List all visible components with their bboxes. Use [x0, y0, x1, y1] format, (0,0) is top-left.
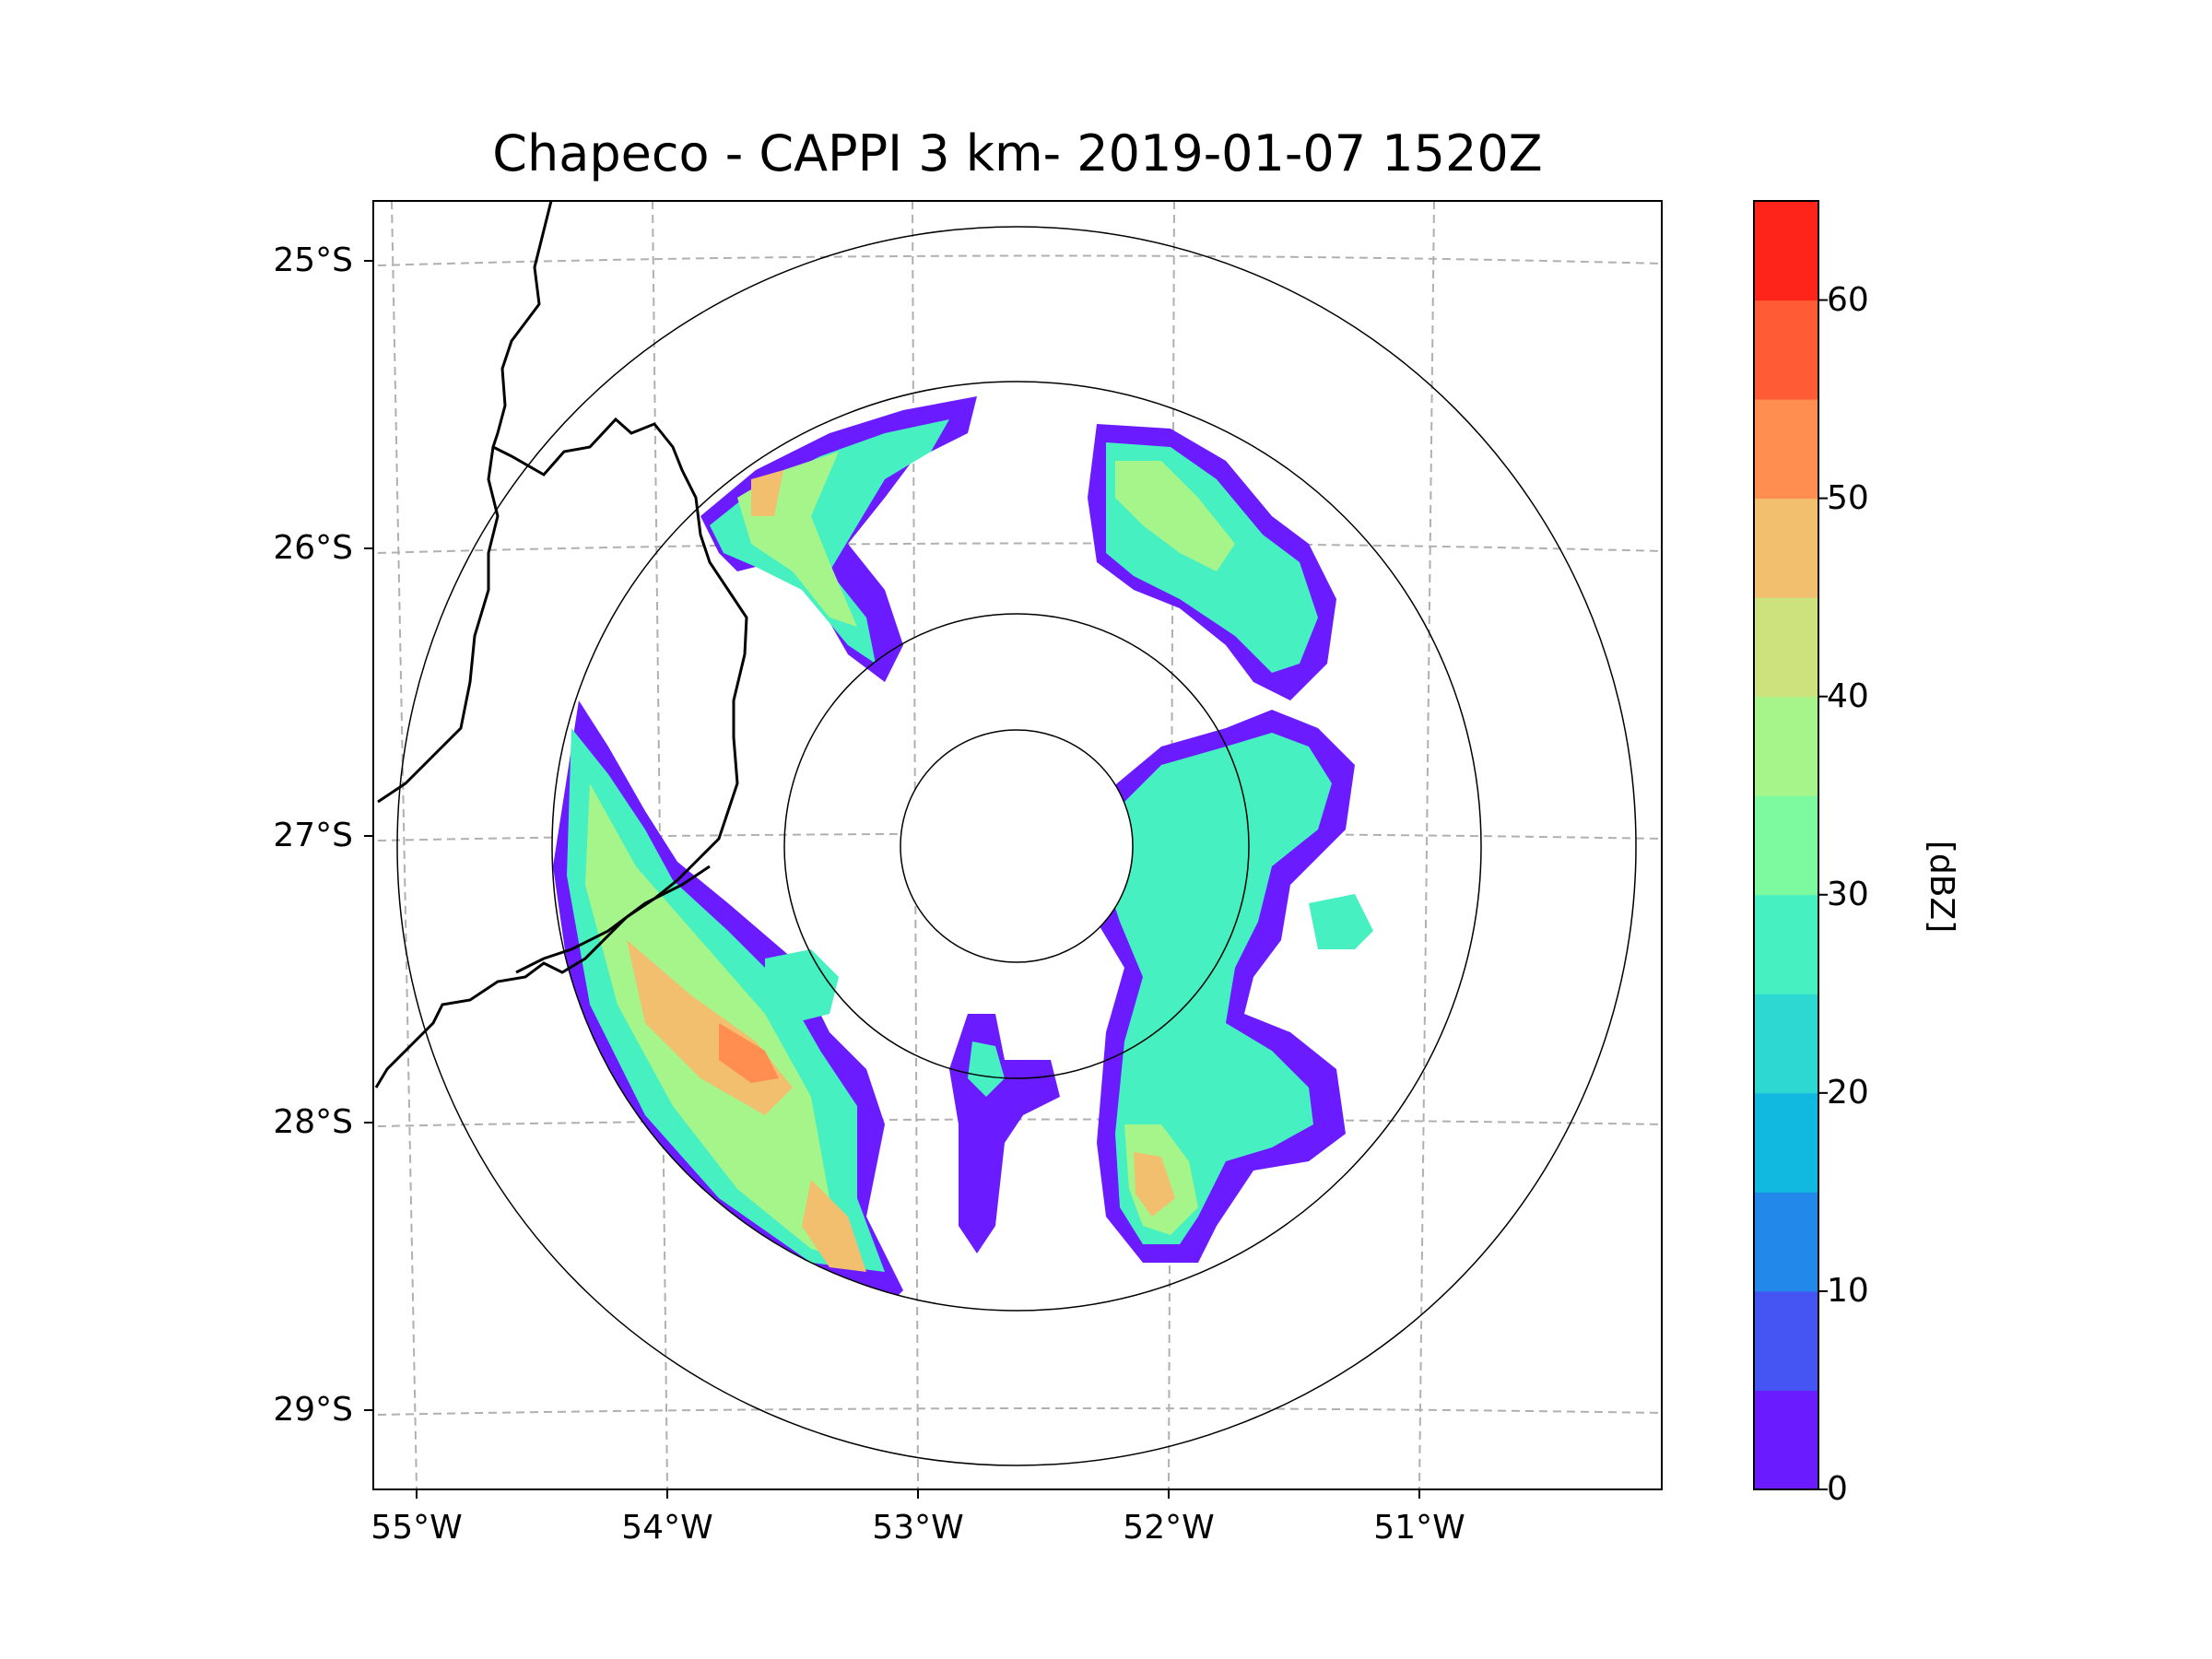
gridline-lat-26 — [377, 542, 1662, 554]
gridline-lat-29 — [377, 1406, 1662, 1416]
colorbar — [1753, 200, 1828, 1490]
gridline-lon-52 — [1168, 201, 1175, 1489]
colorbar-tick-label: 40 — [1827, 677, 1869, 715]
gridline-lon-51 — [1418, 201, 1435, 1489]
colorbar-frame — [1753, 200, 1819, 1490]
echo-sw-band-peak2 — [719, 1023, 779, 1083]
chart-title: Chapeco - CAPPI 3 km- 2019-01-07 1520Z — [492, 124, 1543, 182]
tick-marks — [364, 260, 1420, 1499]
echo-east-band-peak — [1134, 1152, 1175, 1217]
echo-south-central-core — [968, 1041, 1005, 1097]
colorbar-tick-label: 10 — [1827, 1271, 1869, 1310]
lat-label-29: 29°S — [273, 1391, 353, 1429]
borders — [374, 201, 748, 1088]
range-ring-4 — [396, 226, 1637, 1466]
gridline-lon-55 — [391, 201, 418, 1489]
lon-label-53: 53°W — [872, 1509, 964, 1547]
gridline-lat-28 — [377, 1118, 1662, 1127]
reflectivity-field — [553, 396, 1373, 1309]
colorbar-tick-label: 50 — [1827, 478, 1869, 517]
echo-sw-band-peak3 — [802, 1180, 866, 1272]
range-ring-2 — [783, 613, 1250, 1079]
axes-frame — [372, 200, 1663, 1490]
lon-label-54: 54°W — [621, 1509, 713, 1547]
colorbar-segment — [1754, 994, 1818, 1094]
lon-label-51: 51°W — [1373, 1509, 1465, 1547]
colorbar-segment — [1754, 894, 1818, 994]
colorbar-segment — [1754, 696, 1818, 796]
echo-east-band-core — [1101, 733, 1332, 1244]
border-parana-river — [374, 201, 748, 1088]
lat-label-25: 25°S — [273, 241, 353, 279]
range-rings — [396, 226, 1637, 1466]
lat-label-28: 28°S — [273, 1103, 353, 1141]
colorbar-segment — [1754, 201, 1818, 301]
border-iguacu — [377, 446, 500, 804]
colorbar-tick-label: 30 — [1827, 875, 1869, 913]
colorbar-segment — [1754, 1290, 1818, 1391]
lat-label-27: 27°S — [273, 817, 353, 854]
echo-ne-cell-strong — [1115, 461, 1235, 571]
colorbar-segment — [1754, 1390, 1818, 1490]
lon-label-55: 55°W — [371, 1509, 463, 1547]
colorbar-segment — [1754, 597, 1818, 698]
echo-nw-arc-peak — [751, 470, 783, 516]
colorbar-segment — [1754, 1092, 1818, 1193]
echo-east-cells — [1309, 894, 1373, 949]
lat-label-26: 26°S — [273, 529, 353, 567]
lon-label-52: 52°W — [1123, 1509, 1215, 1547]
echo-sw-cells — [765, 949, 839, 1023]
colorbar-segment — [1754, 498, 1818, 598]
colorbar-segment — [1754, 795, 1818, 896]
colorbar-tick-label: 20 — [1827, 1073, 1869, 1112]
gridline-lon-54 — [652, 201, 668, 1489]
colorbar-unit-label: [dBZ] — [1923, 840, 1960, 934]
colorbar-tick-label: 60 — [1827, 280, 1869, 319]
colorbar-tick-label: 0 — [1827, 1470, 1848, 1508]
echo-south-central — [949, 1014, 1060, 1253]
range-ring-1 — [900, 729, 1134, 963]
gridline-lat-25 — [377, 254, 1662, 266]
colorbar-segment — [1754, 399, 1818, 500]
border-south — [515, 865, 711, 974]
colorbar-segment — [1754, 300, 1818, 400]
echo-nw-arc-core — [710, 419, 949, 664]
colorbar-segment — [1754, 1192, 1818, 1292]
range-ring-3 — [551, 381, 1482, 1312]
